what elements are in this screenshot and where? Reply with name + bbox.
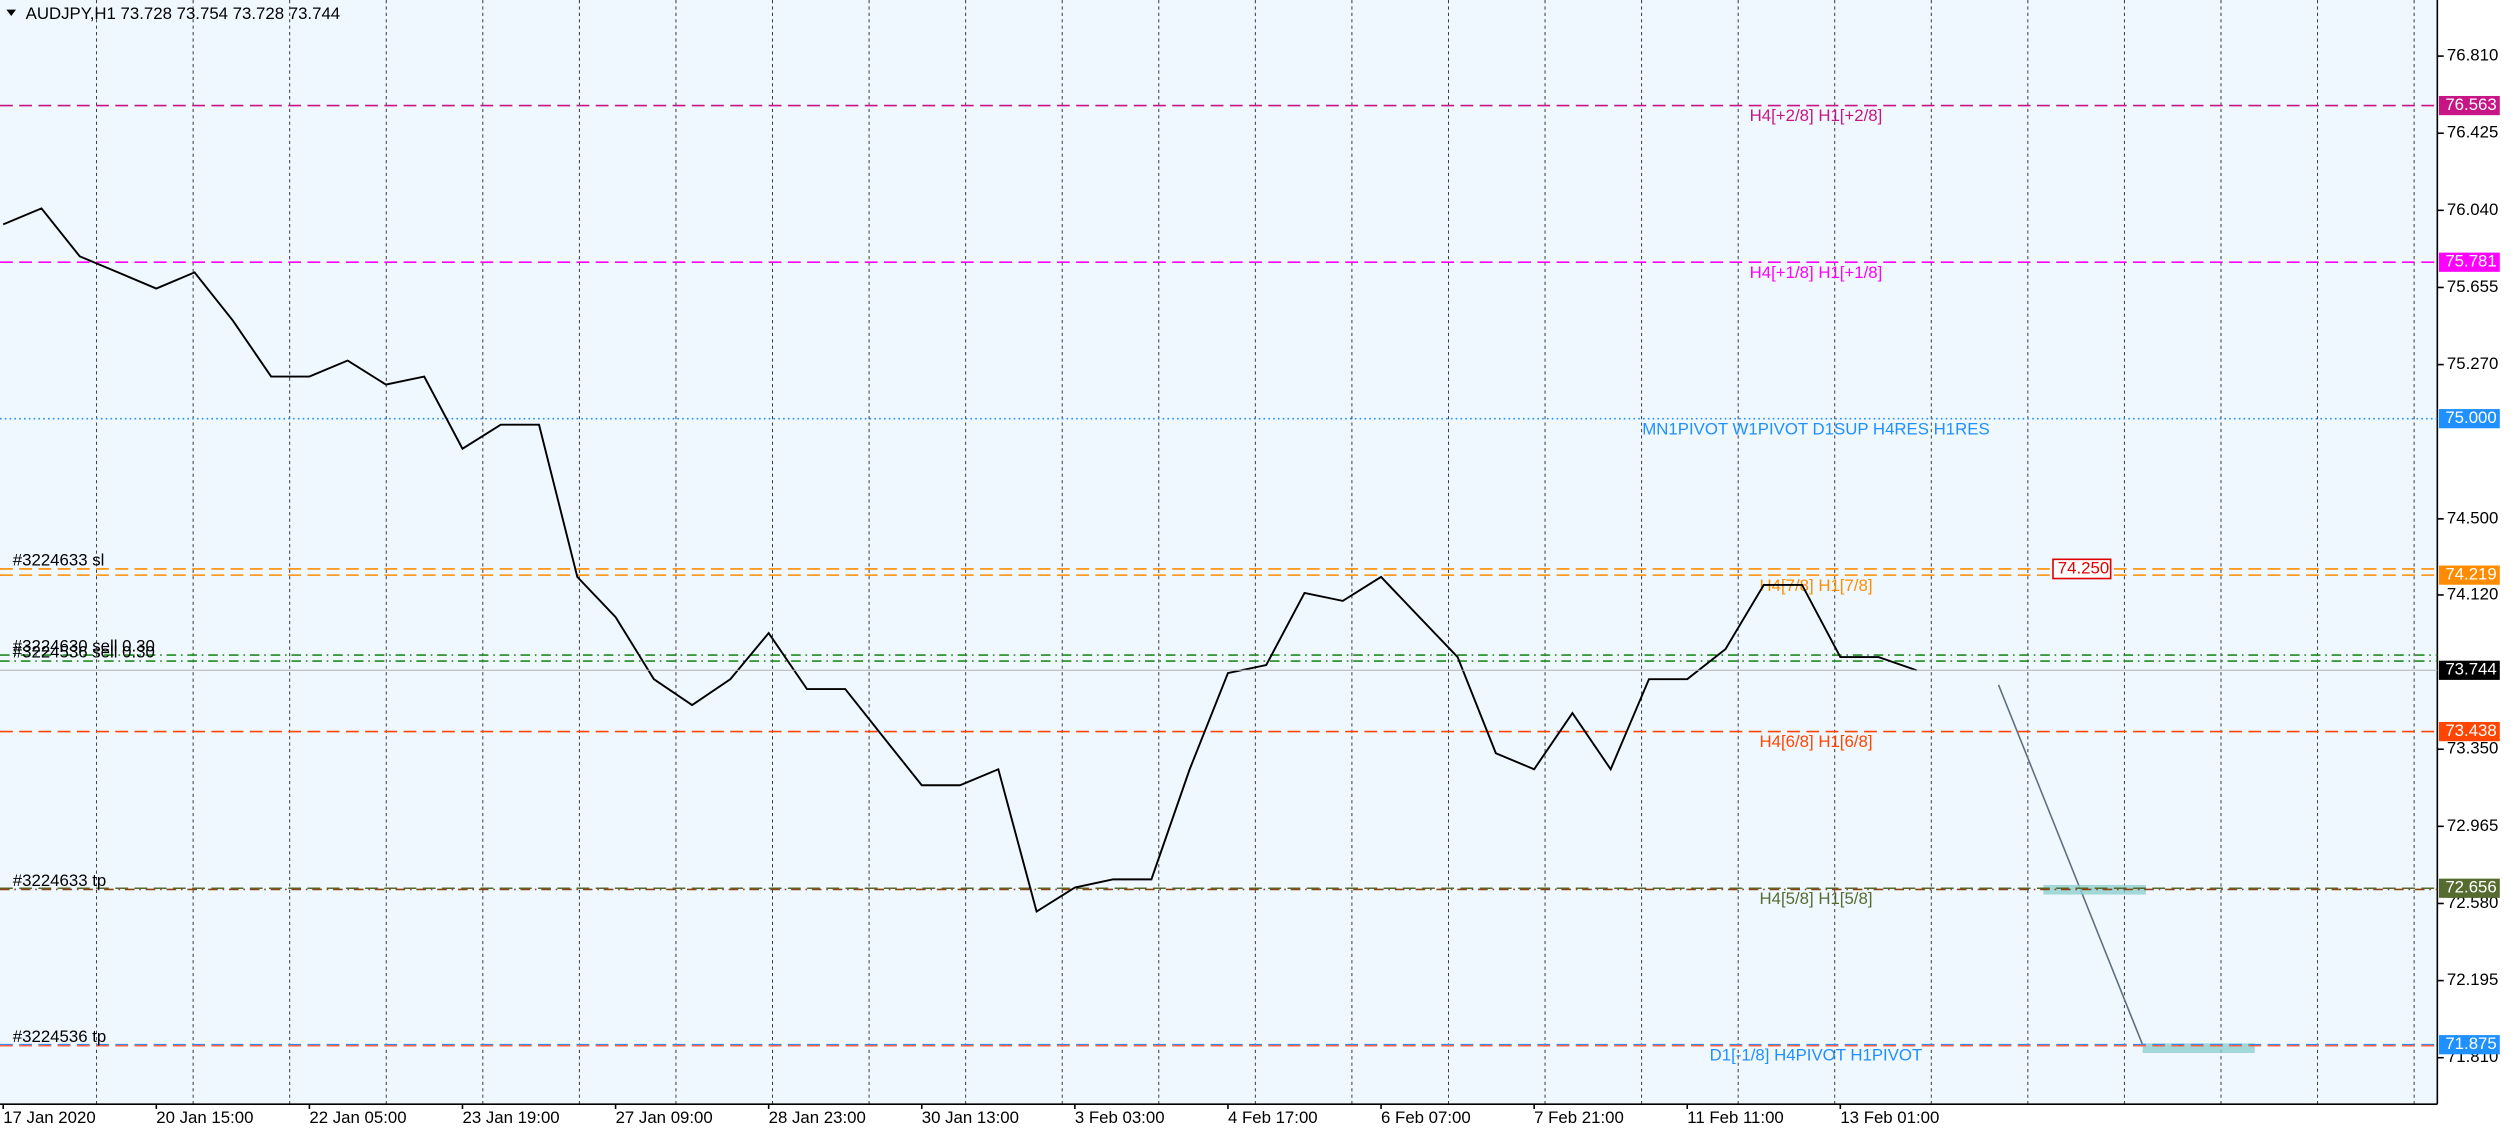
- x-tick-label: 11 Feb 11:00: [1687, 1108, 1784, 1127]
- y-tick-label: 74.120: [2447, 584, 2498, 603]
- level-price-box: [2438, 252, 2500, 272]
- order-text: #3224536 sell 0.30: [13, 643, 155, 662]
- level-text: H4[5/8] H1[5/8]: [1759, 889, 1872, 908]
- y-tick-label: 76.810: [2447, 46, 2498, 65]
- level-price-box: [2438, 721, 2500, 742]
- level-text: D1[-1/8] H4PIVOT H1PIVOT: [1710, 1045, 1923, 1064]
- x-tick-label: 6 Feb 07:00: [1381, 1108, 1471, 1127]
- x-tick-label: 3 Feb 03:00: [1075, 1108, 1165, 1127]
- level-price-box: [2438, 95, 2500, 116]
- vertical-grid: [96, 0, 2415, 1105]
- level-price-label: 75.781: [2445, 252, 2496, 271]
- y-tick-label: 76.425: [2447, 123, 2498, 142]
- order-text: #3224633 sl: [13, 550, 105, 569]
- x-tick-label: 27 Jan 09:00: [616, 1108, 713, 1127]
- order-price-label: 74.250: [2058, 558, 2109, 577]
- x-tick-label: 7 Feb 21:00: [1534, 1108, 1624, 1127]
- x-tick-label: 23 Jan 19:00: [462, 1108, 559, 1127]
- order-price-box: [2052, 558, 2112, 580]
- level-price-label: 72.656: [2445, 878, 2496, 897]
- menu-arrow[interactable]: [6, 9, 17, 17]
- y-tick-label: 75.655: [2447, 277, 2498, 296]
- level-price-label: 75.000: [2445, 408, 2496, 427]
- level-price-box: [2438, 878, 2500, 898]
- y-tick-label: 76.040: [2447, 200, 2498, 219]
- order-text: #3224536 tp: [13, 1027, 106, 1046]
- x-tick-label: 17 Jan 2020: [3, 1108, 96, 1127]
- x-tick-label: 22 Jan 05:00: [309, 1108, 406, 1127]
- x-tick-label: 4 Feb 17:00: [1228, 1108, 1318, 1127]
- level-price-label: 74.219: [2445, 565, 2496, 584]
- level-text: H4[6/8] H1[6/8]: [1759, 732, 1872, 751]
- level-price-label: 71.875: [2445, 1034, 2496, 1053]
- x-tick-label: 30 Jan 13:00: [922, 1108, 1019, 1127]
- level-price-box: [2438, 409, 2500, 429]
- chart-title: AUDJPY,H1 73.728 73.754 73.728 73.744: [26, 4, 341, 23]
- target-zone: [2142, 1043, 2255, 1053]
- order-text: #3224633 tp: [13, 871, 106, 890]
- y-tick-label: 75.270: [2447, 354, 2498, 373]
- level-text: MN1PIVOT W1PIVOT D1SUP H4RES H1RES: [1642, 419, 1989, 438]
- x-tick-label: 13 Feb 01:00: [1840, 1108, 1939, 1127]
- level-price-label: 76.563: [2445, 95, 2496, 114]
- level-price-label: 73.438: [2445, 721, 2496, 740]
- x-tick-label: 20 Jan 15:00: [156, 1108, 253, 1127]
- level-text: H4[+2/8] H1[+2/8]: [1750, 106, 1883, 125]
- plot-area: [0, 0, 2438, 1105]
- order-text: #3224630 sell 0.30: [13, 637, 155, 656]
- price-line: [2, 207, 1918, 914]
- level-price-box: [2438, 565, 2500, 585]
- level-text: H4[+1/8] H1[+1/8]: [1750, 263, 1883, 282]
- x-tick-label: 28 Jan 23:00: [769, 1108, 866, 1127]
- last-price-label: 73.744: [2445, 660, 2496, 679]
- trend-line: [1997, 684, 2144, 1046]
- level-text: H4[7/8] H1[7/8]: [1759, 576, 1872, 595]
- level-price-box: [2438, 1035, 2500, 1055]
- y-tick-label: 73.350: [2447, 739, 2498, 758]
- last-price-box: [2438, 660, 2500, 680]
- target-zone: [2043, 884, 2146, 895]
- y-tick-label: 72.965: [2447, 816, 2498, 835]
- y-tick-label: 74.500: [2447, 508, 2498, 527]
- y-tick-label: 72.195: [2447, 970, 2498, 989]
